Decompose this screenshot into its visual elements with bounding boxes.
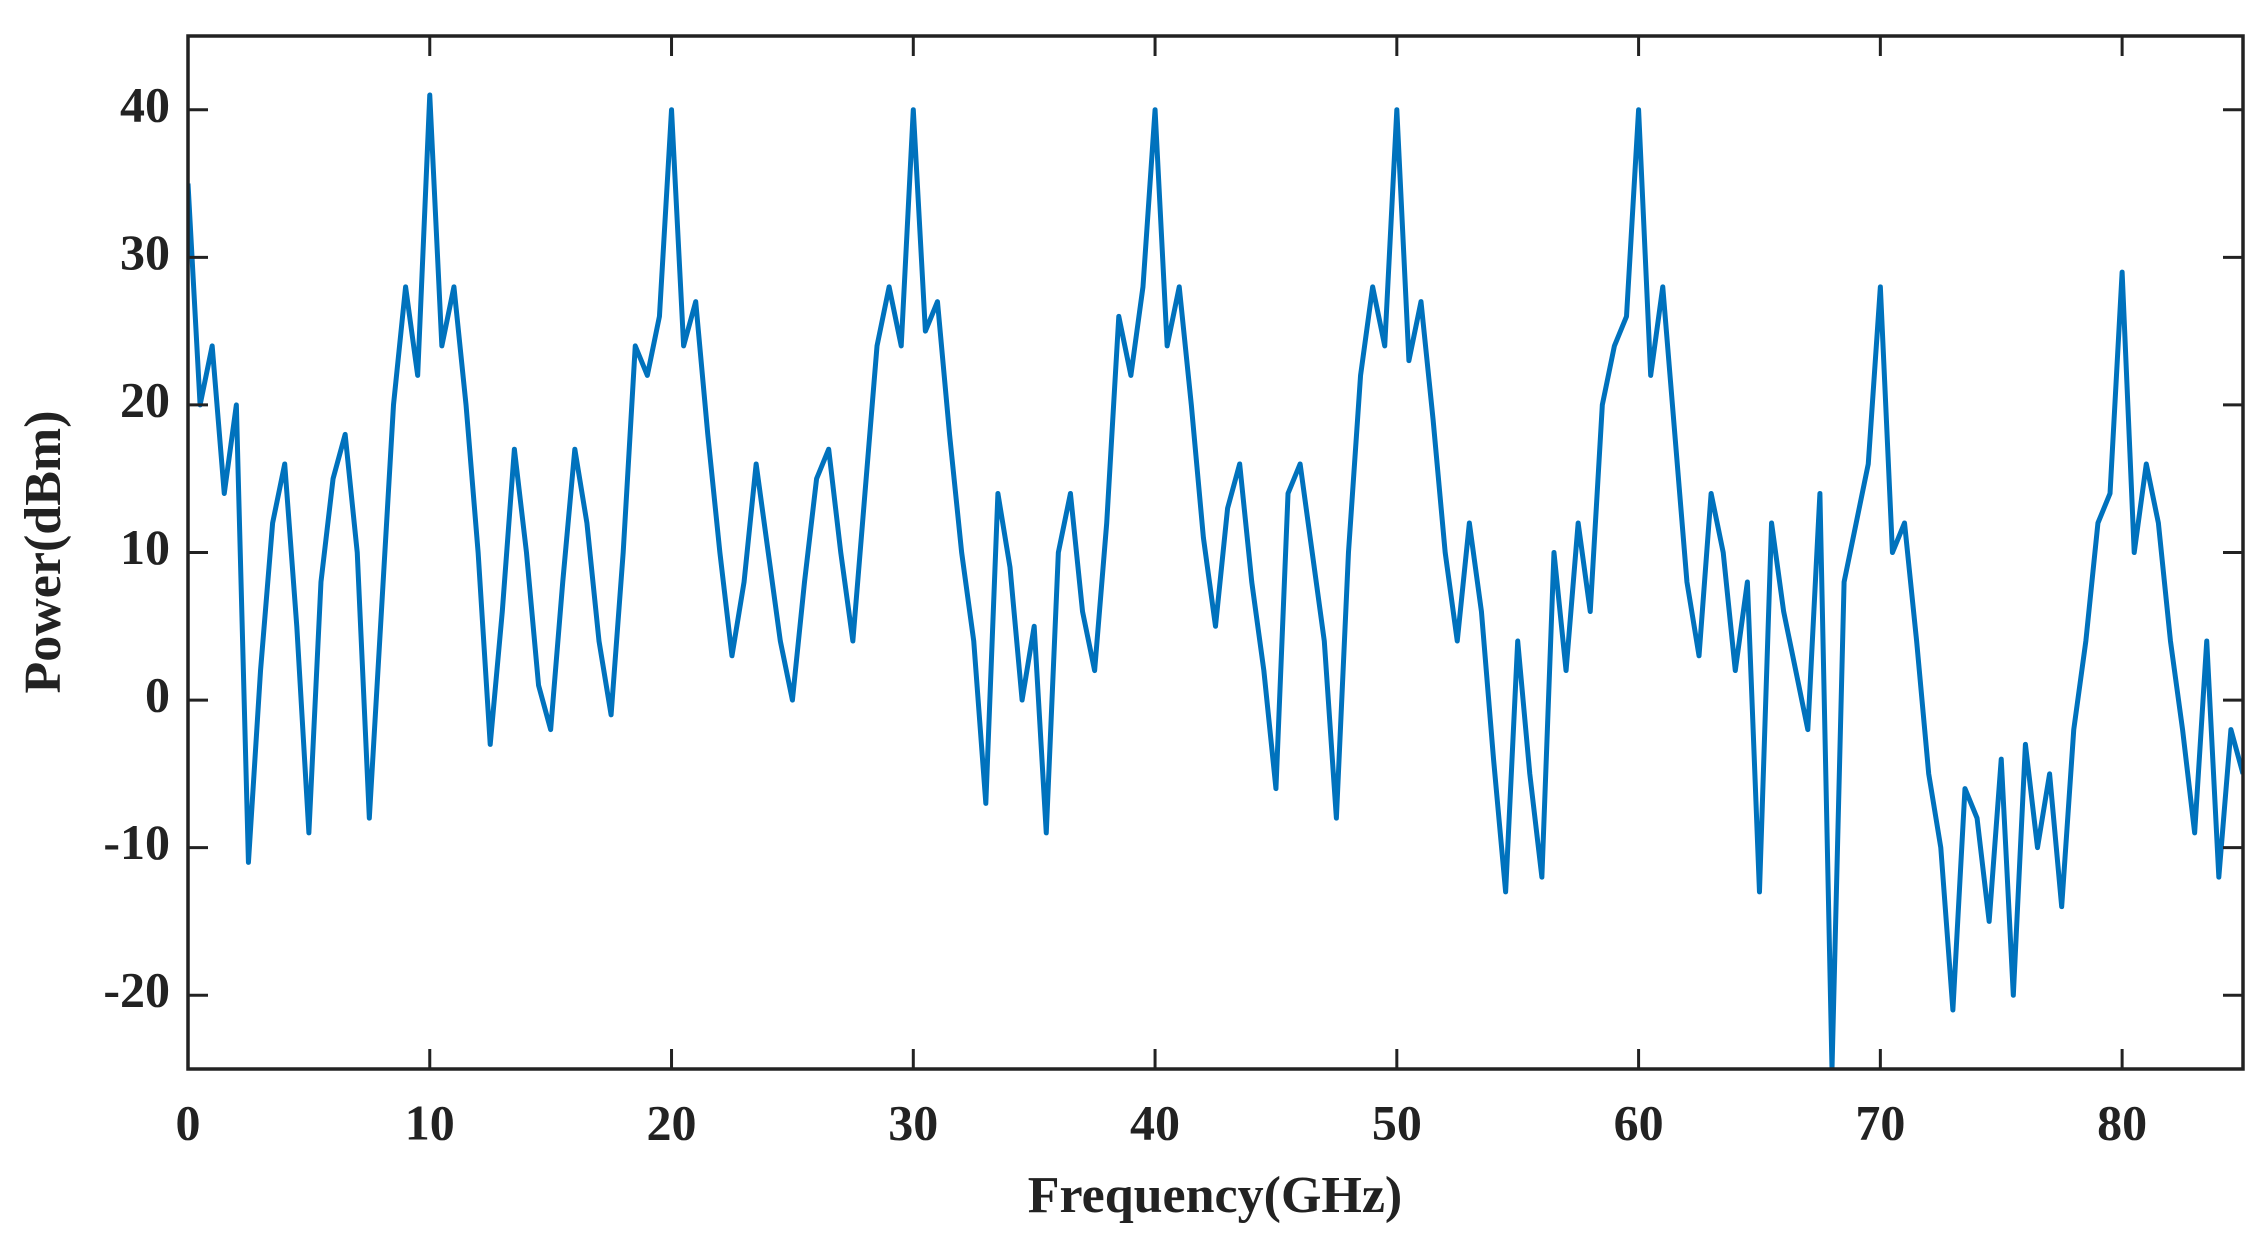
y-tick-label: -10 bbox=[103, 814, 170, 870]
y-tick-label: 0 bbox=[145, 667, 170, 723]
y-tick-label: 10 bbox=[120, 519, 170, 575]
x-tick-label: 30 bbox=[888, 1094, 938, 1150]
x-tick-label: 70 bbox=[1855, 1094, 1905, 1150]
x-tick-label: 10 bbox=[405, 1094, 455, 1150]
x-tick-label: 40 bbox=[1130, 1094, 1180, 1150]
x-tick-label: 0 bbox=[176, 1094, 201, 1150]
x-axis-label: Frequency(GHz) bbox=[1028, 1167, 1403, 1224]
data-line bbox=[188, 92, 2243, 1069]
y-tick-label: -20 bbox=[103, 962, 170, 1018]
y-tick-label: 20 bbox=[120, 371, 170, 427]
x-tick-label: 20 bbox=[647, 1094, 697, 1150]
y-axis-label: Power(dBm) bbox=[15, 410, 72, 693]
y-tick-label: 30 bbox=[120, 224, 170, 280]
x-tick-label: 50 bbox=[1372, 1094, 1422, 1150]
plot-frame bbox=[186, 34, 2245, 1071]
x-tick-label: 80 bbox=[2097, 1094, 2147, 1150]
y-tick-label: 40 bbox=[120, 76, 170, 132]
x-tick-label: 60 bbox=[1614, 1094, 1664, 1150]
